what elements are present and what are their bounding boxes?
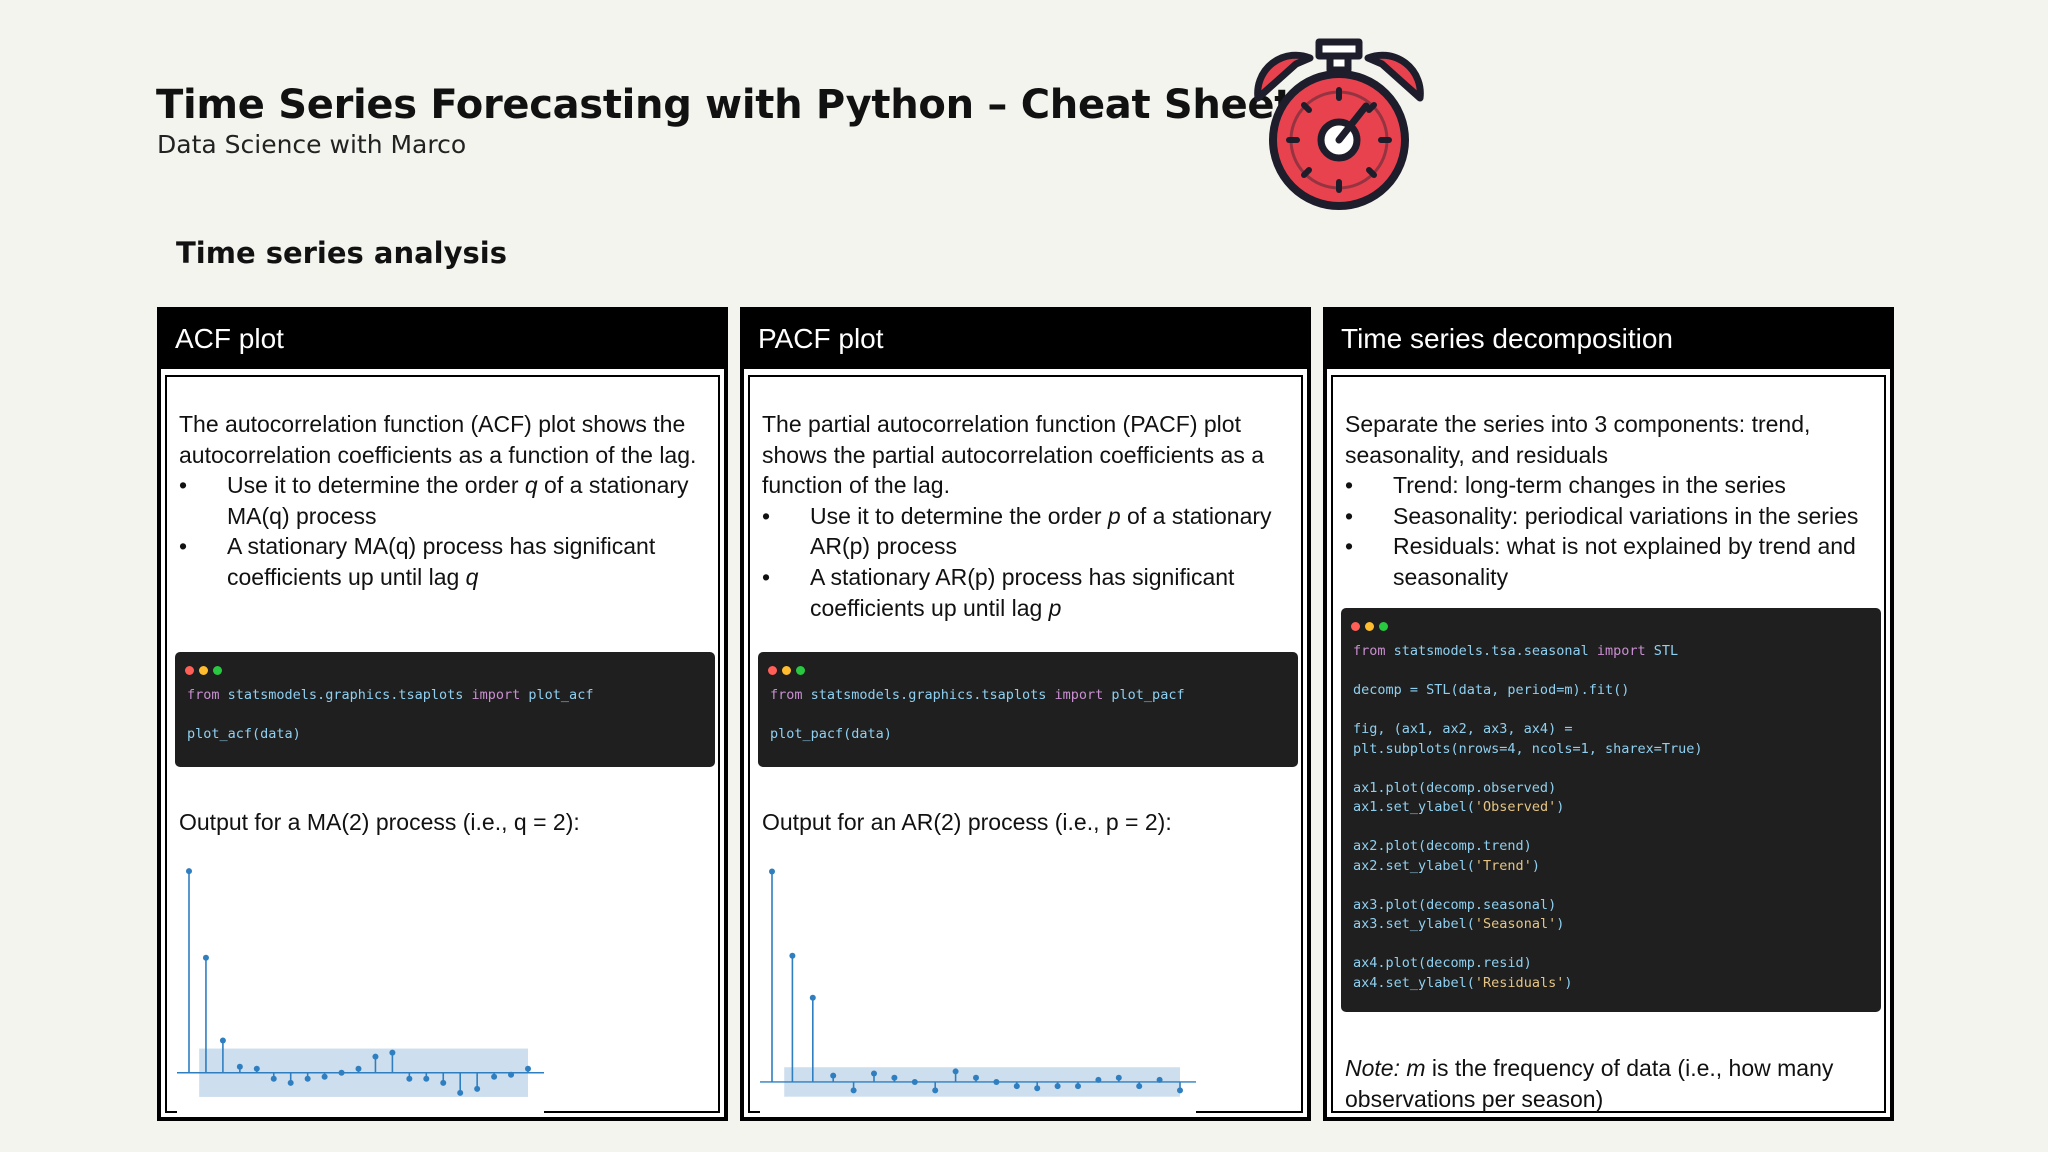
decomposition-bullets: • Trend: long-term changes in the series … — [1345, 470, 1876, 592]
decomposition-panel: Time series decomposition Separate the s… — [1323, 307, 1894, 1121]
pacf-code: from statsmodels.graphics.tsaplots impor… — [770, 687, 1185, 742]
pacf-point-12 — [1013, 1083, 1020, 1090]
pacf-point-19 — [1156, 1076, 1163, 1083]
acf-chart — [177, 851, 544, 1117]
window-dots — [768, 663, 810, 679]
pacf-point-8 — [932, 1087, 939, 1094]
acf-point-10 — [355, 1065, 362, 1072]
acf-point-12 — [389, 1049, 396, 1056]
acf-point-3 — [236, 1063, 243, 1070]
acf-point-18 — [491, 1073, 498, 1080]
pacf-point-16 — [1095, 1076, 1102, 1083]
pacf-panel-heading: PACF plot — [744, 311, 1307, 369]
decomposition-description: Separate the series into 3 components: t… — [1345, 409, 1876, 593]
acf-point-16 — [457, 1089, 464, 1096]
section-title: Time series analysis — [176, 236, 507, 270]
decomposition-bullet-seasonality: • Seasonality: periodical variations in t… — [1345, 502, 1859, 529]
acf-point-5 — [270, 1075, 277, 1082]
acf-intro: The autocorrelation function (ACF) plot … — [179, 411, 697, 468]
pacf-point-11 — [993, 1078, 1000, 1085]
pacf-output-label: Output for an AR(2) process (i.e., p = 2… — [762, 809, 1172, 835]
pacf-description: The partial autocorrelation function (PA… — [762, 409, 1293, 623]
decomposition-bullet-trend: • Trend: long-term changes in the series — [1345, 472, 1786, 499]
acf-point-13 — [406, 1075, 413, 1082]
pacf-point-2 — [809, 994, 816, 1001]
acf-bullet-1: • Use it to determine the order q of a st… — [179, 472, 689, 529]
pacf-intro: The partial autocorrelation function (PA… — [762, 411, 1265, 499]
acf-point-4 — [253, 1065, 260, 1072]
decomposition-bullet-residuals: • Residuals: what is not explained by tre… — [1345, 533, 1856, 590]
pacf-point-13 — [1034, 1085, 1041, 1092]
decomposition-code-block: from statsmodels.tsa.seasonal import STL… — [1341, 608, 1881, 1012]
acf-bullet-2: • A stationary MA(q) process has signific… — [179, 533, 656, 590]
pacf-point-10 — [973, 1074, 979, 1081]
acf-description: The autocorrelation function (ACF) plot … — [179, 409, 710, 593]
pacf-point-15 — [1075, 1083, 1081, 1090]
acf-point-19 — [508, 1071, 515, 1078]
decomposition-intro: Separate the series into 3 components: t… — [1345, 411, 1811, 468]
acf-point-20 — [525, 1065, 531, 1072]
pacf-point-14 — [1054, 1083, 1061, 1090]
acf-bullets: • Use it to determine the order q of a st… — [179, 470, 710, 592]
page-subtitle: Data Science with Marco — [157, 130, 467, 159]
acf-panel-body: The autocorrelation function (ACF) plot … — [165, 375, 720, 1117]
pacf-panel-body: The partial autocorrelation function (PA… — [748, 375, 1303, 1117]
pacf-point-7 — [911, 1078, 918, 1085]
pacf-point-20 — [1177, 1087, 1183, 1094]
pacf-point-9 — [952, 1068, 959, 1075]
acf-code: from statsmodels.graphics.tsaplots impor… — [187, 687, 594, 742]
pacf-point-18 — [1136, 1083, 1143, 1090]
acf-point-6 — [287, 1079, 294, 1086]
acf-point-8 — [321, 1073, 328, 1080]
stopwatch-icon — [1254, 38, 1424, 210]
acf-point-9 — [338, 1069, 345, 1076]
pacf-code-block: from statsmodels.graphics.tsaplots impor… — [758, 652, 1298, 767]
decomposition-panel-heading: Time series decomposition — [1327, 311, 1890, 369]
acf-point-2 — [219, 1037, 226, 1044]
pacf-bullet-2: • A stationary AR(p) process has signific… — [762, 563, 1235, 621]
decomposition-code: from statsmodels.tsa.seasonal import STL… — [1353, 643, 1703, 991]
pacf-point-0 — [769, 868, 775, 875]
pacf-point-1 — [789, 952, 796, 959]
acf-point-0 — [186, 868, 192, 875]
acf-output-label: Output for a MA(2) process (i.e., q = 2)… — [179, 809, 580, 835]
pacf-point-6 — [891, 1074, 898, 1081]
decomposition-note: Note: m is the frequency of data (i.e., … — [1345, 1055, 1834, 1112]
pacf-chart — [760, 851, 1196, 1117]
pacf-point-3 — [830, 1072, 837, 1079]
acf-point-14 — [423, 1075, 430, 1082]
acf-point-1 — [202, 954, 209, 961]
pacf-panel: PACF plot The partial autocorrelation fu… — [740, 307, 1311, 1121]
pacf-bullets: • Use it to determine the order p of a st… — [762, 501, 1293, 623]
acf-point-7 — [304, 1075, 311, 1082]
window-dots — [185, 663, 227, 679]
acf-panel-heading: ACF plot — [161, 311, 724, 369]
acf-panel: ACF plot The autocorrelation function (A… — [157, 307, 728, 1121]
acf-point-11 — [372, 1053, 379, 1060]
acf-point-15 — [440, 1079, 447, 1086]
page-title: Time Series Forecasting with Python – Ch… — [156, 82, 1294, 128]
pacf-point-5 — [871, 1070, 877, 1077]
pacf-bullet-1: • Use it to determine the order p of a st… — [762, 502, 1272, 560]
window-dots — [1351, 619, 1393, 635]
pacf-point-4 — [850, 1087, 857, 1094]
acf-code-block: from statsmodels.graphics.tsaplots impor… — [175, 652, 715, 767]
acf-point-17 — [474, 1085, 481, 1092]
pacf-point-17 — [1115, 1074, 1122, 1081]
decomposition-panel-body: Separate the series into 3 components: t… — [1331, 375, 1886, 1113]
